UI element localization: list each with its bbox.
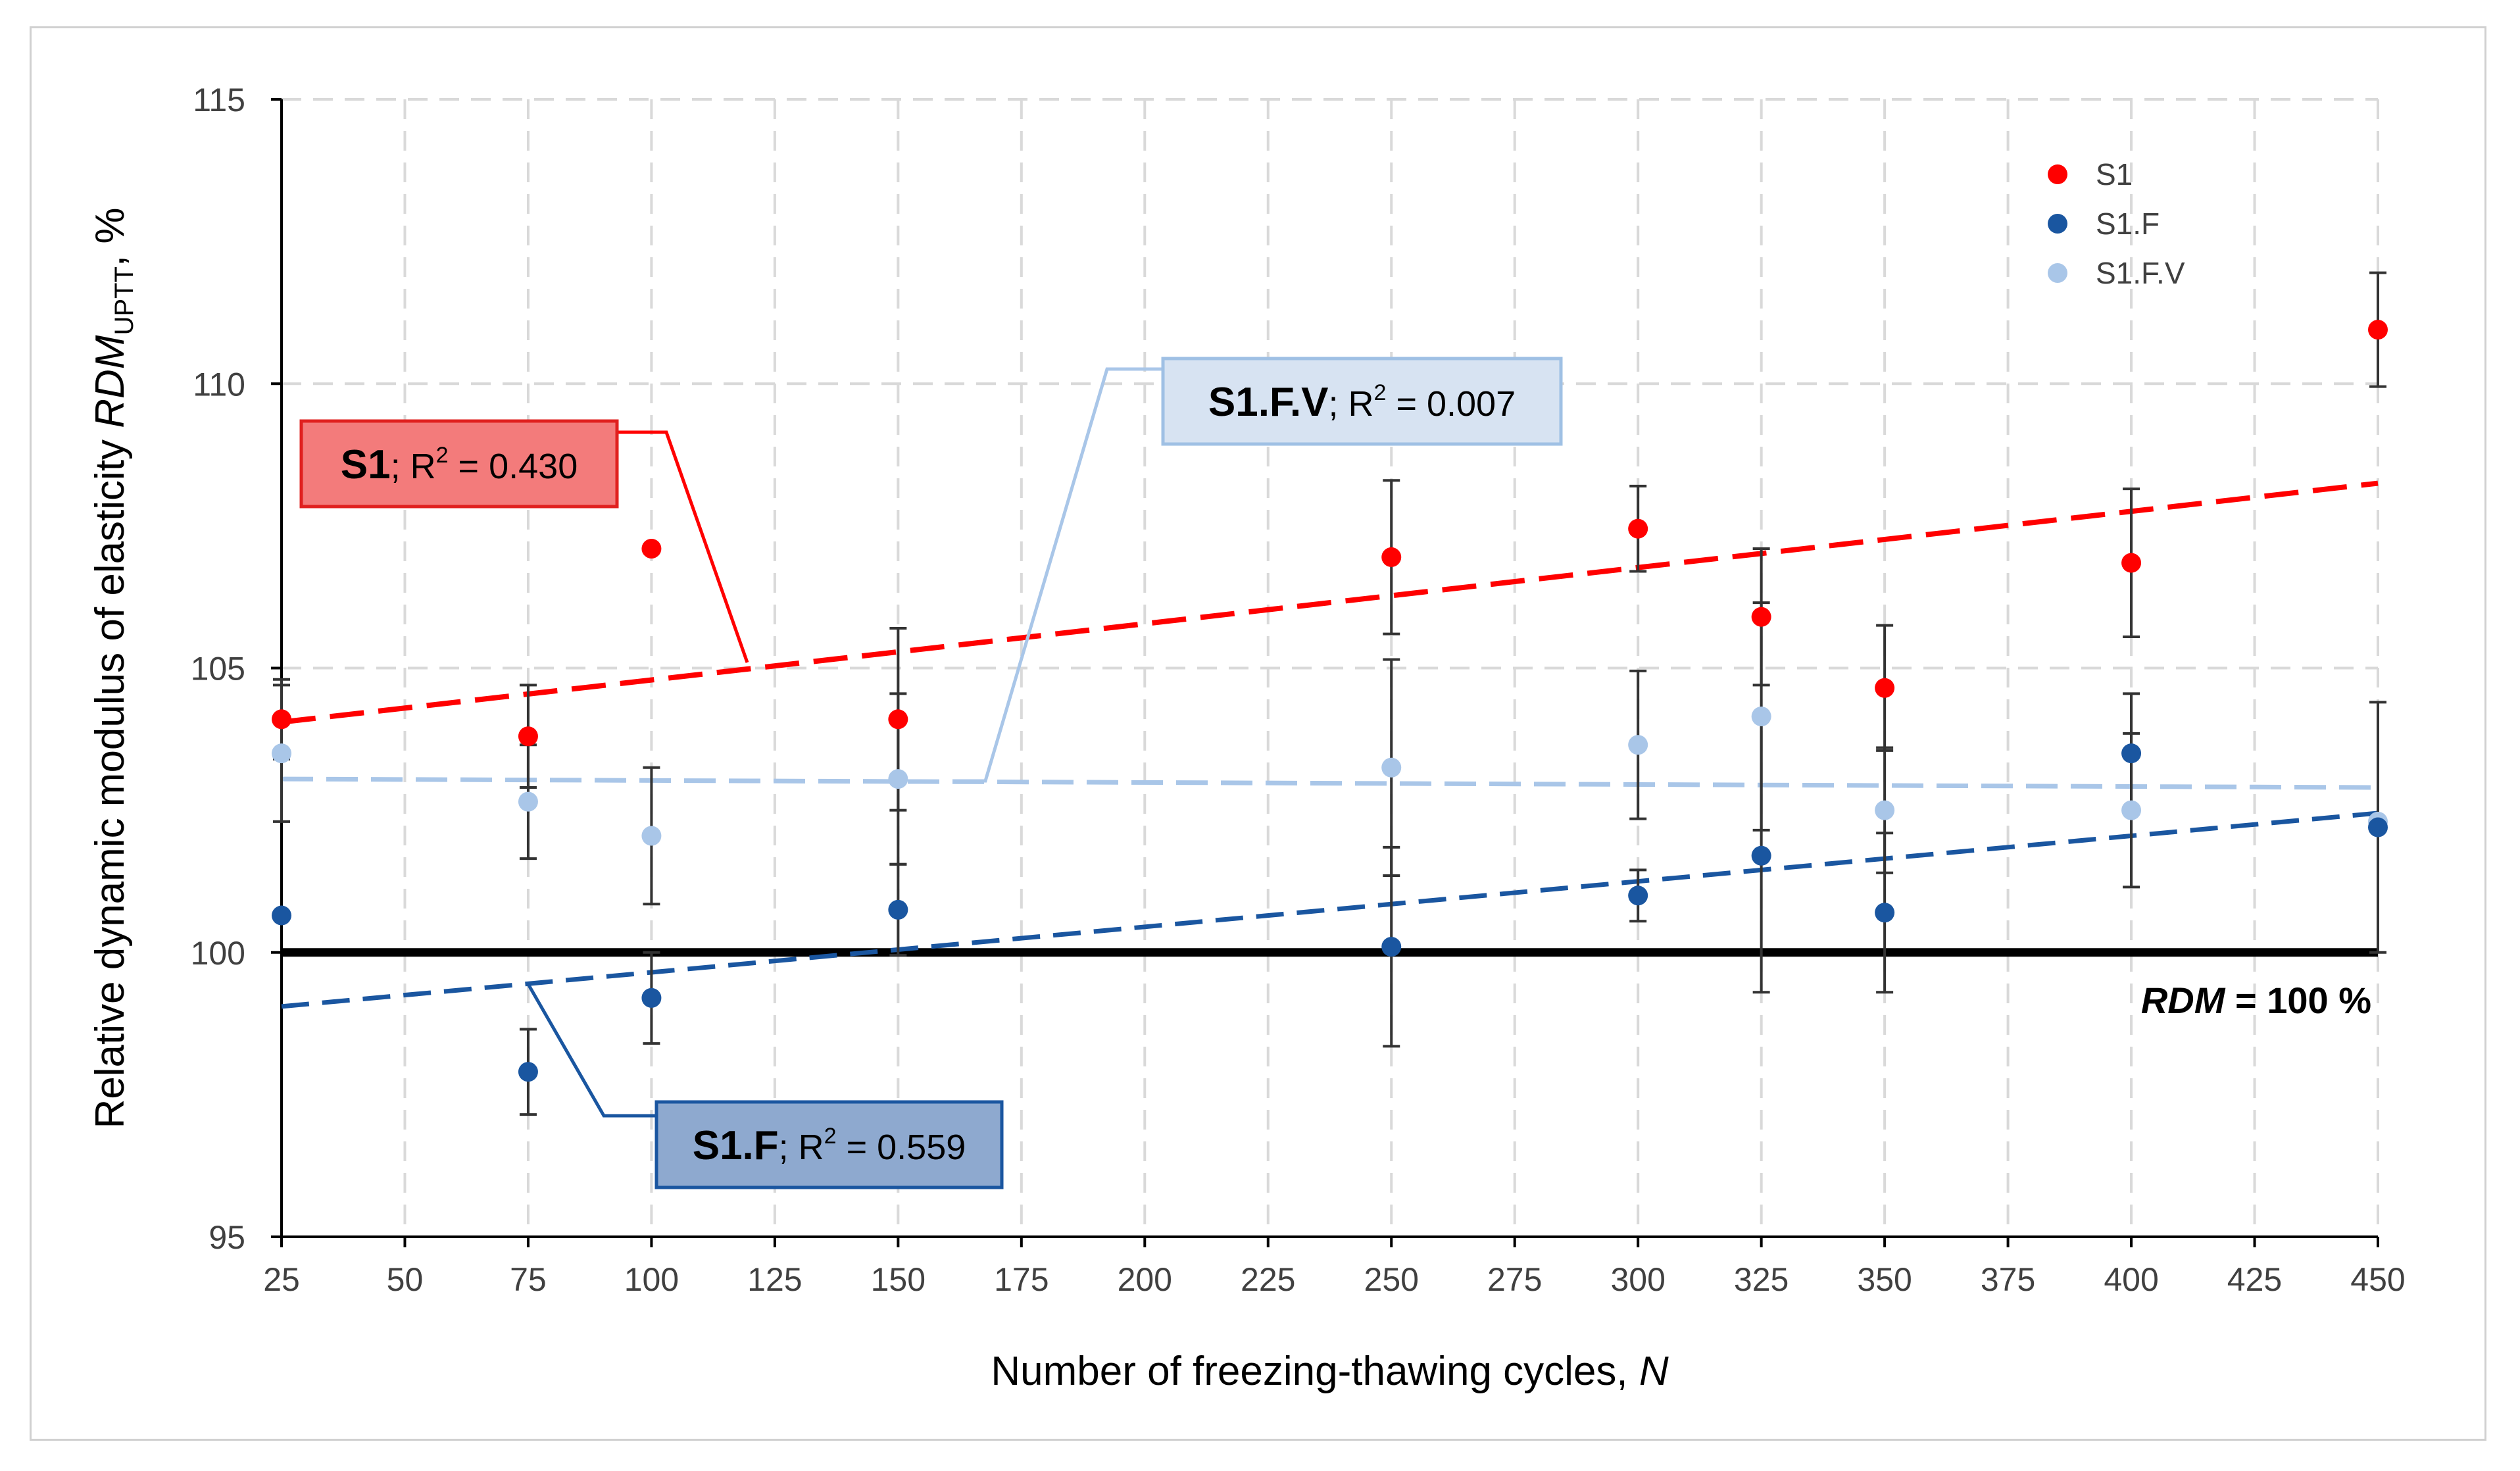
callout-r-text: ; R (391, 447, 436, 486)
data-point-s1-f (2368, 817, 2388, 837)
legend-marker-s1-f (2048, 214, 2067, 234)
x-tick-label: 150 (871, 1261, 926, 1298)
callout-leader-s1-f-v (952, 367, 1163, 783)
callout-series-name: S1.F.V (1208, 380, 1329, 425)
callout-r-superscript: 2 (824, 1124, 837, 1149)
trendline-s1-f (281, 810, 2379, 1009)
reference-label-italic: RDM (2141, 980, 2226, 1021)
x-tick-label: 125 (747, 1261, 802, 1298)
chart-frame: 25 50 75 100 125 150 175 200 225 250 275 300 325 350 3… (30, 26, 2486, 1441)
x-tick-label: 250 (1364, 1261, 1419, 1298)
callout-box-s1-f (655, 1100, 1004, 1189)
legend-label-s1-f: S1.F (2096, 207, 2160, 241)
callout-text-s1-f-v: S1.F.V; R2 = 0.007 (1208, 380, 1516, 425)
data-point-s1-f-v (1751, 706, 1771, 726)
y-tick-label: 115 (193, 82, 245, 118)
callout-text-s1-f: S1.F; R2 = 0.559 (693, 1123, 966, 1168)
reference-label-rest: = 100 % (2225, 980, 2371, 1021)
callout-r-text: ; R (1329, 384, 1374, 424)
y-axis-title-italic: RDM (87, 335, 133, 428)
x-tick-label: 200 (1118, 1261, 1172, 1298)
y-tick-label: 110 (193, 366, 245, 403)
data-point-s1-f-v (2121, 800, 2142, 820)
x-tick-label: 350 (1857, 1261, 1912, 1298)
data-point-s1-f (518, 1062, 538, 1082)
callout-r2-value: = 0.430 (449, 447, 578, 486)
data-point-s1 (1381, 547, 1402, 567)
y-tick-label: 105 (191, 651, 245, 687)
x-tick-label: 100 (624, 1261, 679, 1298)
x-tick-label: 300 (1610, 1261, 1665, 1298)
data-point-s1-f-v (888, 769, 908, 789)
callout-text-s1: S1; R2 = 0.430 (341, 442, 578, 487)
x-axis-title-text: Number of freezing-thawing cycles, (991, 1349, 1639, 1394)
y-axis-title: Relative dynamic modulus of elasticity R… (87, 207, 139, 1128)
data-point-s1-f (1381, 937, 1402, 957)
legend-label-s1-f-v: S1.F.V (2096, 256, 2185, 290)
callout-box-s1 (299, 419, 619, 509)
callout-r-text: ; R (779, 1128, 824, 1167)
data-point-s1-f-v (272, 743, 291, 764)
callout-leader-s1-f (526, 983, 656, 1118)
x-tick-label: 225 (1241, 1261, 1295, 1298)
legend-label-s1: S1 (2096, 157, 2133, 191)
callout-r2-value: = 0.559 (837, 1128, 966, 1167)
x-axis-title-italic: N (1639, 1349, 1669, 1394)
data-point-s1 (518, 726, 538, 747)
data-point-s1-f-v (1875, 800, 1895, 820)
y-tick-label: 100 (191, 935, 245, 972)
data-point-s1-f-v (1628, 735, 1648, 755)
x-tick-label: 25 (263, 1261, 300, 1298)
data-point-s1-f (1751, 845, 1771, 866)
y-axis-title-suffix: , % (87, 207, 133, 266)
callout-r2-value: = 0.007 (1386, 384, 1516, 424)
data-point-s1-f (1628, 885, 1648, 906)
trendline-s1-f-v (281, 776, 2379, 790)
data-point-s1-f (641, 987, 662, 1008)
data-point-s1-f-v (518, 791, 538, 812)
y-axis-title-text: Relative dynamic modulus of elasticity (87, 428, 133, 1129)
legend-marker-s1 (2048, 164, 2067, 184)
data-point-s1-f-v (641, 826, 662, 846)
data-point-s1-f (1875, 903, 1895, 923)
x-tick-label: 175 (994, 1261, 1049, 1298)
x-tick-label: 375 (1981, 1261, 2035, 1298)
data-point-s1 (272, 709, 291, 730)
trendline-s1 (281, 480, 2379, 725)
data-point-s1-f (272, 905, 291, 926)
callout-r-superscript: 2 (1374, 380, 1387, 405)
x-axis-title: Number of freezing-thawing cycles, N (991, 1349, 1669, 1394)
reference-line-label: RDM = 100 % (2141, 980, 2371, 1021)
chart-svg: 25 50 75 100 125 150 175 200 225 250 275 300 325 350 3… (87, 82, 2406, 1394)
y-axis-title-subscript: UPTT (110, 266, 139, 335)
data-point-s1 (1628, 518, 1648, 539)
data-point-s1 (1875, 678, 1895, 698)
callout-leader-s1 (617, 430, 749, 663)
data-point-s1-f (888, 899, 908, 920)
data-point-s1 (641, 538, 662, 559)
data-point-s1 (888, 709, 908, 730)
callout-box-s1-f-v (1161, 357, 1563, 446)
x-tick-label: 325 (1734, 1261, 1789, 1298)
y-tick-label: 95 (209, 1219, 245, 1256)
x-tick-label: 425 (2227, 1261, 2282, 1298)
data-point-s1-f-v (1381, 757, 1402, 778)
x-tick-label: 50 (387, 1261, 424, 1298)
callout-series-name: S1.F (693, 1123, 779, 1168)
data-point-s1 (2368, 320, 2388, 340)
data-point-s1 (1751, 607, 1771, 627)
x-tick-label: 450 (2350, 1261, 2405, 1298)
data-point-s1-f (2121, 743, 2142, 764)
callout-r-superscript: 2 (436, 443, 449, 468)
x-tick-label: 75 (510, 1261, 547, 1298)
callout-series-name: S1 (341, 442, 391, 487)
x-tick-label: 275 (1487, 1261, 1542, 1298)
x-tick-label: 400 (2104, 1261, 2158, 1298)
data-point-s1 (2121, 553, 2142, 573)
legend-marker-s1-f-v (2048, 263, 2067, 283)
